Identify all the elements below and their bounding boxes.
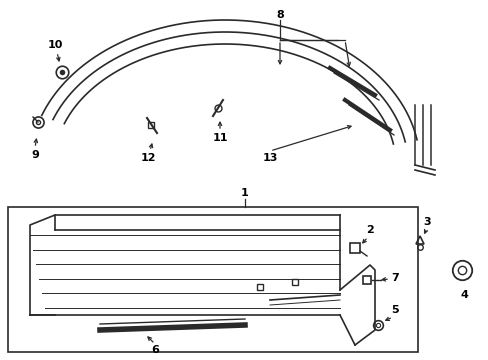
Text: 5: 5	[390, 305, 398, 315]
Text: 10: 10	[47, 40, 62, 50]
Text: 4: 4	[459, 290, 467, 300]
Text: 3: 3	[422, 217, 430, 227]
Text: 2: 2	[366, 225, 373, 235]
Bar	[8, 207, 417, 352]
Text: 8: 8	[276, 10, 284, 20]
Text: 13: 13	[262, 153, 277, 163]
Text: 12: 12	[140, 153, 156, 163]
Text: 7: 7	[390, 273, 398, 283]
Text: 11: 11	[212, 133, 227, 143]
Text: 6: 6	[151, 345, 159, 355]
Text: 1: 1	[241, 188, 248, 198]
Text: 9: 9	[31, 150, 39, 160]
